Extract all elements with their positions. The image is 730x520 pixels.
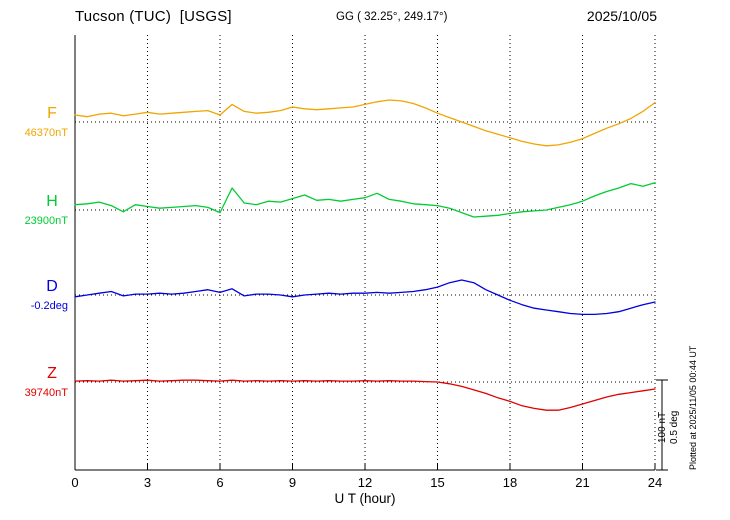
series-letter-H: H [46, 193, 58, 210]
geographic-coords: GG ( 32.25°, 249.17°) [336, 11, 448, 23]
station-title: Tucson (TUC) [USGS] [75, 8, 232, 25]
trace-Z [74, 379, 656, 411]
trace-D [74, 279, 656, 316]
series-baseline-value-F: 46370nT [25, 127, 69, 139]
series-baseline-value-D: -0.2deg [31, 300, 68, 312]
x-tick-label: 9 [289, 475, 296, 490]
plotted-at-note: Plotted at 2025/11/05 00:44 UT [688, 345, 698, 470]
x-tick-label: 15 [430, 475, 444, 490]
x-tick-label: 12 [358, 475, 372, 490]
series-baseline-value-Z: 39740nT [25, 387, 69, 399]
x-tick-label: 3 [144, 475, 151, 490]
series-letter-F: F [47, 105, 57, 122]
scale-label-nt: 100 nT [657, 411, 668, 443]
x-tick-label: 0 [71, 475, 78, 490]
x-tick-label: 21 [575, 475, 589, 490]
trace-F [74, 99, 656, 147]
plot-date: 2025/10/05 [586, 8, 657, 24]
series-letter-Z: Z [47, 365, 57, 382]
x-tick-label: 6 [216, 475, 223, 490]
series-letter-D: D [46, 278, 58, 295]
trace-H [74, 182, 656, 218]
scale-label-deg: 0.5 deg [669, 410, 680, 444]
x-axis-title: U T (hour) [334, 491, 395, 506]
x-tick-label: 24 [648, 475, 662, 490]
x-tick-label: 18 [503, 475, 517, 490]
series-baseline-value-H: 23900nT [25, 215, 69, 227]
